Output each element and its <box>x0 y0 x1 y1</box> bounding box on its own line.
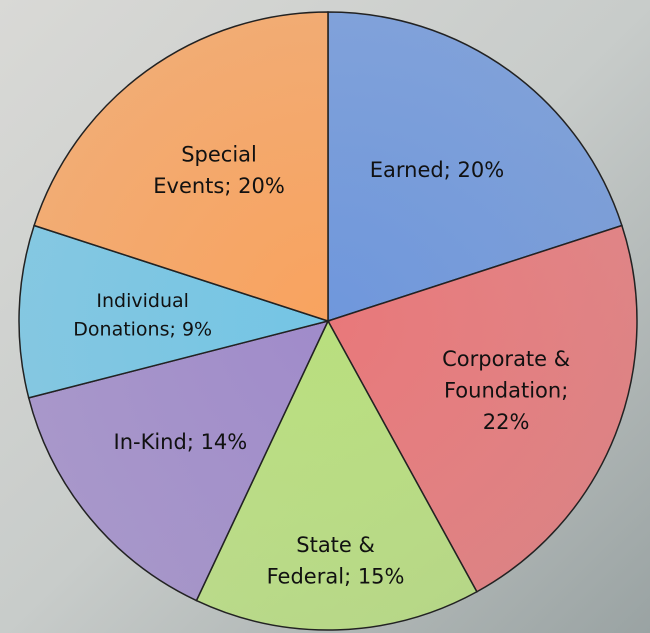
data-label: In-Kind; 14% <box>114 430 248 454</box>
labels: Earned; 20% Corporate & Foundation; 22% Stat… <box>73 142 570 588</box>
pie-slice: Individual Donations <box>18 224 331 399</box>
data-label: Special Events; 20% <box>153 142 285 198</box>
data-label: Earned; 20% <box>370 158 504 182</box>
pie-slice: State & Federal <box>195 319 478 631</box>
pie-slice: Earned <box>327 11 623 323</box>
data-label: State & Federal; 15% <box>267 533 405 589</box>
pie-slice: Special Events <box>33 11 329 323</box>
pie-slice: Corporate & Foundation <box>326 224 638 593</box>
pie: EarnedCorporate & FoundationState & Fede… <box>18 11 638 631</box>
pie-slice: In-Kind <box>27 319 330 602</box>
data-label: Individual Donations; 9% <box>73 289 212 340</box>
data-label: Corporate & Foundation; 22% <box>442 347 570 434</box>
